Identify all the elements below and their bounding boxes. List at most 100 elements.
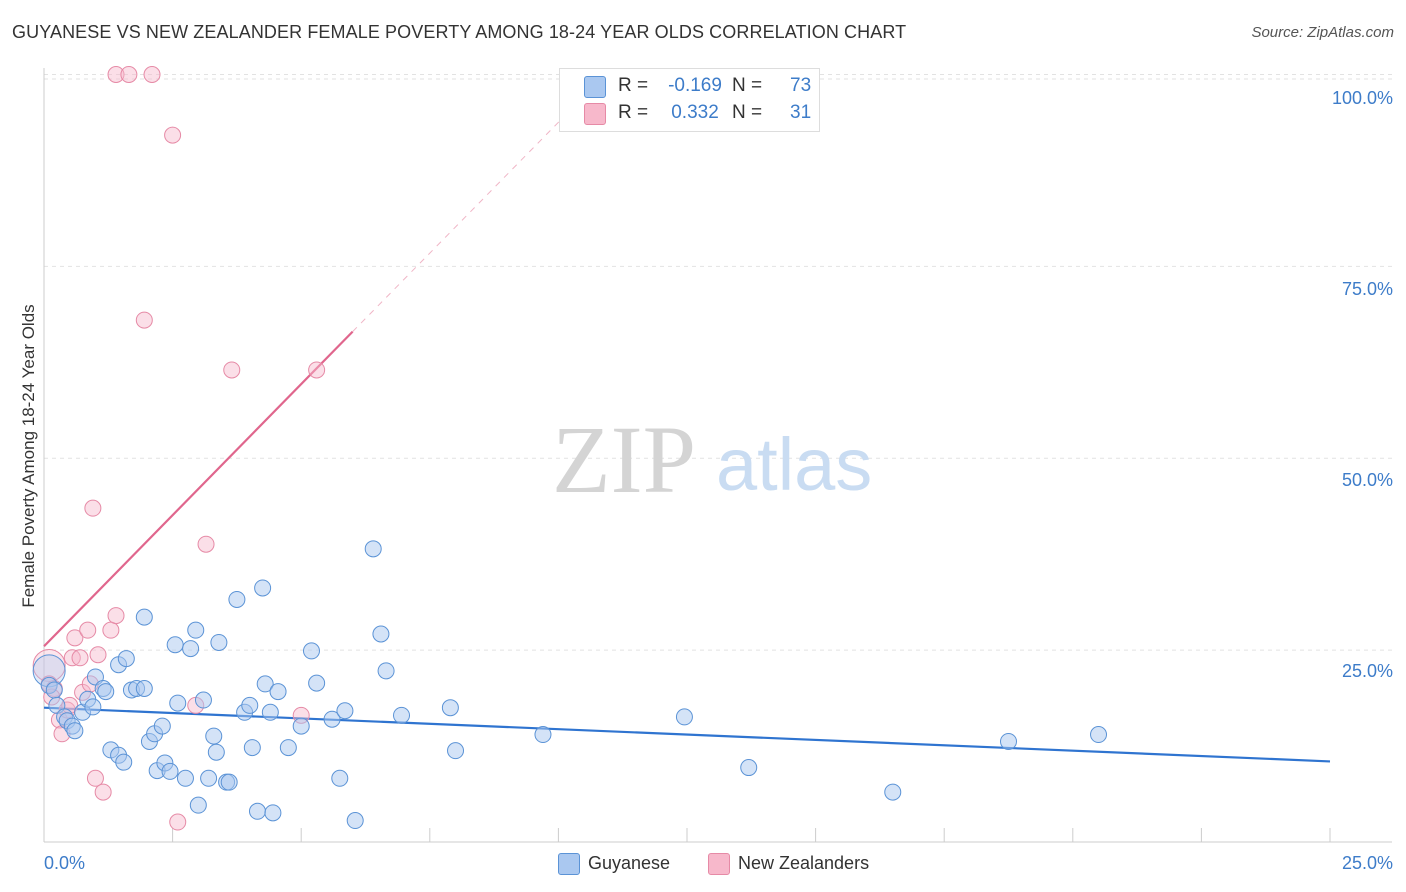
legend-row-guyanese: R = -0.169 N = 73 — [584, 73, 811, 99]
x-tick-labels: 0.0% 25.0% — [44, 853, 1393, 873]
guyanese-point — [187, 621, 205, 639]
x-tick-label: 25.0% — [1342, 853, 1393, 873]
new-zealanders-point — [94, 783, 112, 801]
guyanese-point — [740, 759, 758, 777]
guyanese-point — [336, 702, 354, 720]
new-zealanders-point — [135, 311, 153, 329]
legend-label-new-zealanders: New Zealanders — [738, 853, 870, 873]
data-points — [32, 66, 1108, 831]
guyanese-point — [228, 590, 246, 608]
chart-source: Source: ZipAtlas.com — [1251, 24, 1394, 41]
new-zealanders-point — [169, 813, 187, 831]
guyanese-point — [377, 662, 395, 680]
y-tick-labels: 100.0% 75.0% 50.0% 25.0% — [1332, 88, 1393, 681]
guyanese-trend-line — [43, 706, 1331, 763]
guyanese-point — [534, 726, 552, 744]
guyanese-point — [248, 802, 266, 820]
guyanese-point — [261, 703, 279, 721]
guyanese-point — [364, 540, 382, 558]
r-value: -0.169 — [668, 75, 722, 96]
new-zealanders-swatch — [708, 853, 730, 875]
guyanese-point — [1090, 726, 1108, 744]
y-axis-label: Female Poverty Among 18-24 Year Olds — [19, 304, 38, 607]
guyanese-point — [269, 683, 287, 701]
guyanese-point — [346, 812, 364, 830]
grid-lines — [44, 74, 1392, 651]
axes — [43, 68, 1392, 843]
guyanese-point — [220, 773, 238, 791]
guyanese-point — [189, 796, 207, 814]
new-zealanders-point — [143, 66, 161, 83]
new-zealanders-point — [86, 769, 104, 787]
guyanese-point — [115, 753, 133, 771]
correlation-legend: R = -0.169 N = 73 R = 0.332 N = 31 — [559, 68, 820, 132]
guyanese-point — [256, 675, 274, 693]
y-tick-label: 75.0% — [1342, 279, 1393, 299]
new-zealanders-point — [308, 361, 326, 379]
guyanese-point — [254, 579, 272, 597]
r-label: R = — [618, 102, 649, 123]
guyanese-point — [84, 698, 102, 716]
guyanese-point — [292, 717, 310, 735]
new-zealanders-point — [79, 621, 97, 639]
guyanese-point — [210, 633, 228, 651]
y-tick-label: 50.0% — [1342, 470, 1393, 490]
new-zealanders-point — [71, 649, 89, 667]
guyanese-point — [207, 743, 225, 761]
guyanese-point — [243, 739, 261, 757]
new-zealanders-swatch — [584, 103, 606, 125]
watermark-atlas: atlas — [716, 423, 872, 506]
guyanese-point — [135, 680, 153, 697]
n-value: 31 — [790, 102, 812, 123]
guyanese-point — [117, 650, 135, 668]
guyanese-point — [97, 683, 115, 701]
new-zealanders-point — [197, 535, 215, 553]
guyanese-point — [675, 708, 693, 726]
chart-title: GUYANESE VS NEW ZEALANDER FEMALE POVERTY… — [12, 22, 907, 42]
new-zealanders-point — [120, 66, 138, 83]
guyanese-point — [264, 804, 282, 822]
legend-label-guyanese: Guyanese — [588, 853, 671, 873]
guyanese-point — [135, 608, 153, 626]
guyanese-point — [308, 674, 326, 692]
n-label: N = — [732, 75, 763, 96]
r-label: R = — [618, 75, 649, 96]
r-value: 0.332 — [671, 102, 719, 123]
guyanese-point — [241, 696, 259, 714]
guyanese-point — [331, 769, 349, 787]
trend-lines — [43, 101, 1331, 763]
guyanese-point — [302, 642, 320, 660]
guyanese-point — [447, 742, 465, 760]
y-tick-label: 25.0% — [1342, 661, 1393, 681]
guyanese-point — [169, 694, 187, 712]
guyanese-point — [205, 727, 223, 745]
guyanese-point — [153, 717, 171, 735]
guyanese-point — [1000, 732, 1017, 750]
guyanese-point — [279, 739, 297, 757]
new-zealanders-trend-extension — [352, 101, 580, 332]
new-zealanders-point — [102, 621, 120, 639]
x-tick-label: 0.0% — [44, 853, 85, 873]
guyanese-point — [884, 783, 902, 801]
n-label: N = — [732, 102, 763, 123]
new-zealanders-point — [84, 499, 102, 517]
n-value: 73 — [790, 75, 812, 96]
new-zealanders-point — [107, 607, 125, 625]
guyanese-point — [200, 769, 218, 787]
watermark-zip: ZIP — [552, 406, 696, 513]
new-zealanders-point — [66, 629, 84, 647]
y-tick-label: 100.0% — [1332, 88, 1393, 108]
guyanese-point — [323, 710, 341, 728]
guyanese-point — [166, 636, 184, 654]
new-zealanders-point — [164, 126, 182, 144]
guyanese-swatch — [584, 76, 606, 98]
legend-row-new-zealanders: R = 0.332 N = 31 — [584, 100, 811, 126]
new-zealanders-point — [89, 646, 107, 664]
guyanese-point — [393, 706, 411, 724]
guyanese-point — [176, 769, 194, 787]
guyanese-point — [161, 762, 179, 780]
new-zealanders-trend-line — [43, 330, 354, 648]
guyanese-point — [194, 691, 212, 709]
guyanese-point — [372, 625, 390, 643]
